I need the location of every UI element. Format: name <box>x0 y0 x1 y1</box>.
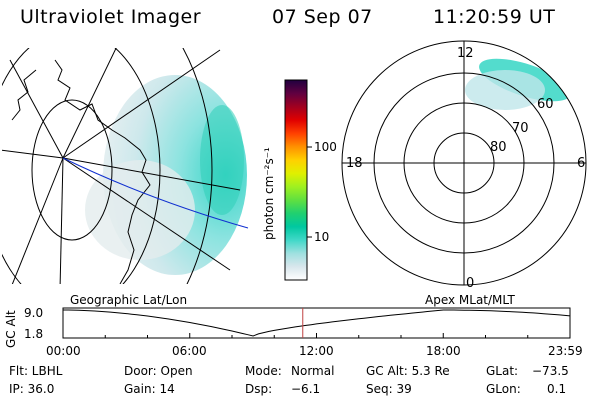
info-ip: IP: 36.0 <box>9 382 55 396</box>
geographic-map <box>2 48 249 284</box>
coastline <box>54 59 151 284</box>
polar-dial <box>341 40 587 286</box>
colorbar-label-100: 100 <box>314 140 337 154</box>
timeline-x-tick-1: 06:00 <box>172 344 207 358</box>
mlat-label-80: 80 <box>490 140 507 155</box>
colorbar <box>284 79 308 281</box>
colorbar-unit-label: photon cm⁻²s⁻¹ <box>262 147 276 240</box>
altitude-curve <box>63 309 571 337</box>
timeline-x-tick-3: 18:00 <box>426 344 461 358</box>
info-door: Door: Open <box>124 364 193 378</box>
info-mode-value: Normal <box>291 364 335 378</box>
timeline-x-tick-4: 23:59 <box>548 344 583 358</box>
timeline-y-tick-high: 9.0 <box>24 306 44 320</box>
info-dsp-label: Dsp: <box>245 382 273 396</box>
mlat-label-70: 70 <box>512 121 529 136</box>
timeline-ticks <box>62 333 571 338</box>
date-label: 07 Sep 07 <box>272 6 373 28</box>
info-seq: Seq: 39 <box>366 382 412 396</box>
info-mode-label: Mode: <box>245 364 282 378</box>
info-gc-alt: GC Alt: 5.3 Re <box>366 364 450 378</box>
timeline-x-tick-2: 12:00 <box>299 344 334 358</box>
coastline-west <box>11 69 37 121</box>
info-glon-label: GLon: <box>486 382 521 396</box>
right-panel-caption: Apex MLat/MLT <box>425 293 515 307</box>
info-glat-label: GLat: <box>486 364 519 378</box>
timeline-y-label: GC Alt <box>4 310 18 348</box>
mlt-label-18: 18 <box>346 156 363 171</box>
left-panel-caption: Geographic Lat/Lon <box>70 293 188 307</box>
time-label: 11:20:59 UT <box>433 6 556 28</box>
info-dsp-value: −6.1 <box>291 382 321 396</box>
timeline-x-tick-0: 00:00 <box>46 344 81 358</box>
dial-aurora-diffuse <box>465 70 545 110</box>
lat-lon-grid <box>2 48 241 284</box>
mlt-label-6: 6 <box>577 156 586 171</box>
aurora-bright-band <box>200 105 244 215</box>
info-glat-value: −73.5 <box>532 364 569 378</box>
mlt-label-12: 12 <box>457 46 474 61</box>
orbit-track-line <box>62 157 249 229</box>
timeline-y-tick-low: 1.8 <box>24 327 44 341</box>
info-flt: Flt: LBHL <box>9 364 63 378</box>
mlt-label-0: 0 <box>466 276 475 291</box>
instrument-title: Ultraviolet Imager <box>20 6 202 28</box>
colorbar-label-10: 10 <box>314 230 330 244</box>
info-gain: Gain: 14 <box>124 382 175 396</box>
info-glon-value: 0.1 <box>547 382 567 396</box>
mlat-label-60: 60 <box>537 97 554 112</box>
